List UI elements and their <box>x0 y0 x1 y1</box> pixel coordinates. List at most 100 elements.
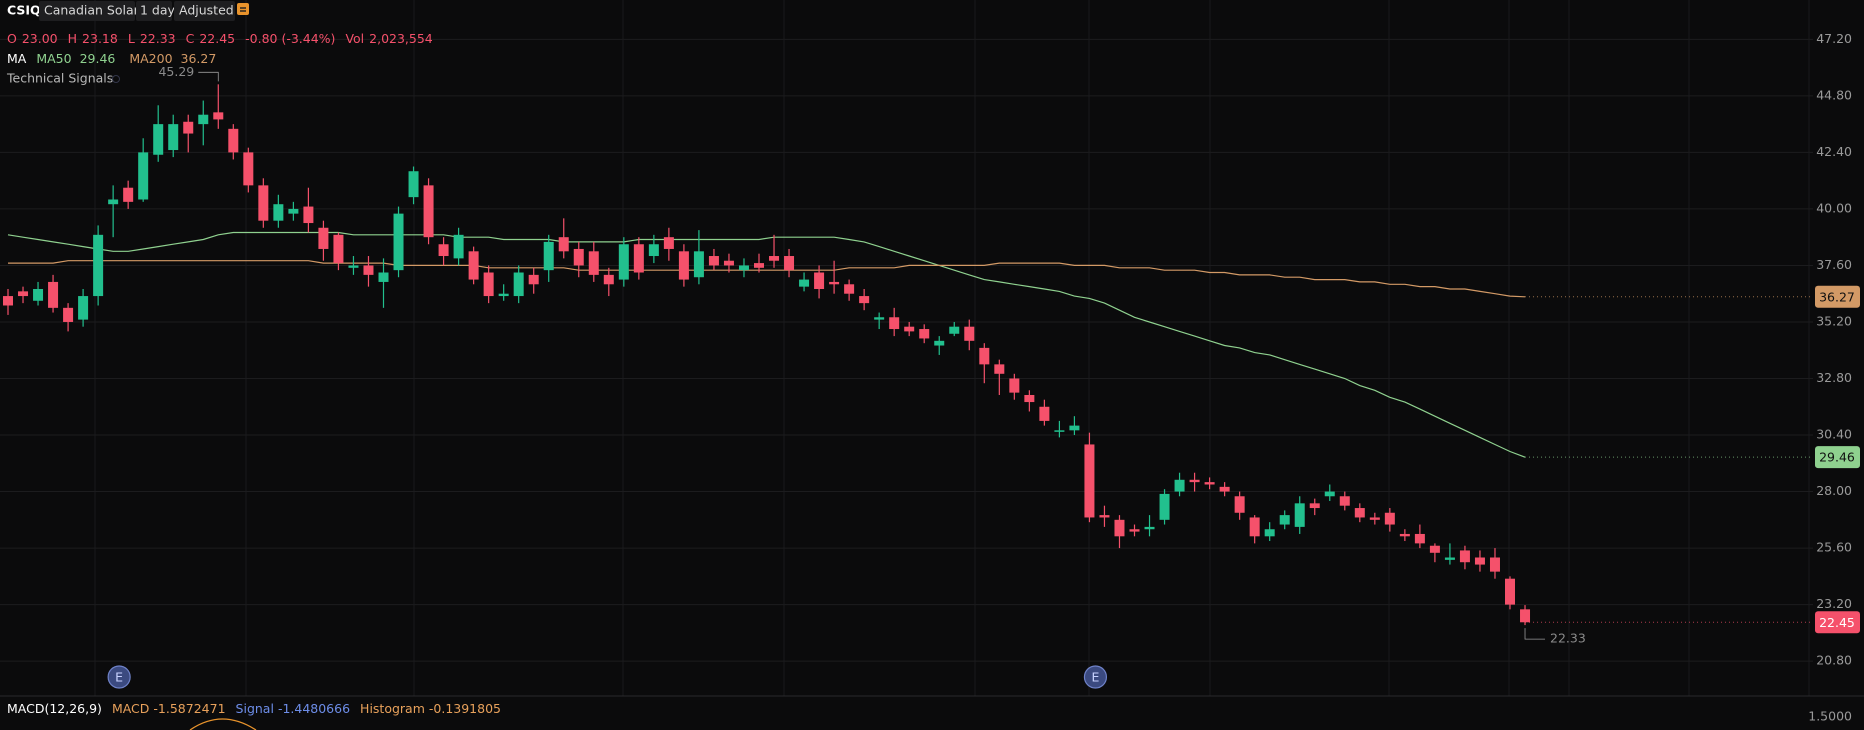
candle-body <box>93 234 104 297</box>
y-tick-label: 40.00 <box>1816 200 1852 215</box>
candle-body <box>754 263 764 268</box>
adjust-box[interactable] <box>174 1 235 21</box>
legend-value: 29.46 <box>80 51 116 66</box>
interval-box[interactable] <box>136 1 172 21</box>
candle-body <box>1474 557 1485 565</box>
signals-icon[interactable] <box>112 75 120 83</box>
y-tick-label: 37.60 <box>1816 257 1852 272</box>
ma-line <box>8 260 1526 298</box>
macd-legend: MACD(12,26,9) MACD -1.5872471 Signal -1.4480… <box>7 701 501 716</box>
candle-body <box>573 248 584 266</box>
candle-body <box>633 244 644 273</box>
candle-body <box>48 281 59 308</box>
candle-body <box>588 251 599 275</box>
candle-body <box>123 187 134 202</box>
candle-body <box>693 251 704 278</box>
candle-body <box>1294 503 1305 527</box>
candle-body <box>648 244 659 257</box>
quote-value: 22.33 <box>140 31 176 46</box>
candle-body <box>543 241 554 271</box>
quote-label: O <box>7 31 17 46</box>
event-marker[interactable] <box>1083 665 1108 689</box>
candle-body <box>198 114 209 125</box>
macd-title: MACD(12,26,9) <box>7 701 102 716</box>
candle-body <box>708 256 719 266</box>
candle-body <box>138 152 149 200</box>
candle-body <box>784 256 795 271</box>
candle-body <box>859 296 870 304</box>
candle-body <box>889 317 900 330</box>
candle-body <box>964 326 975 341</box>
candle-body <box>108 199 119 205</box>
candle-body <box>814 272 825 289</box>
candle-body <box>618 244 629 280</box>
candle-body <box>1159 493 1170 520</box>
y-tick-label: 44.80 <box>1816 87 1852 102</box>
macd-line <box>189 718 257 730</box>
candle-body <box>183 121 194 134</box>
ma-title: MA <box>7 51 27 66</box>
candle-body <box>453 234 464 259</box>
candle-body <box>1054 430 1065 432</box>
ma-legend: MA MA50 29.46 MA200 36.27 <box>7 51 216 66</box>
candle-body <box>18 291 29 297</box>
candle-body <box>799 279 810 287</box>
candle-body <box>213 112 224 120</box>
adjustment[interactable]: Adjusted <box>179 3 234 18</box>
candle-body <box>468 251 479 280</box>
legend-value: 36.27 <box>181 51 217 66</box>
candle-body <box>333 234 344 264</box>
candle-body <box>1264 529 1275 537</box>
candle-body <box>1144 526 1155 530</box>
candle-body <box>1219 486 1230 492</box>
menu-icon[interactable] <box>237 3 249 15</box>
high-annotation: 45.29 <box>158 64 194 79</box>
candle-body <box>994 364 1005 374</box>
candle-body <box>1024 394 1035 403</box>
candle-body <box>1459 550 1470 563</box>
price-tag <box>1815 611 1860 634</box>
candle-body <box>408 171 419 198</box>
event-marker[interactable] <box>107 665 131 689</box>
candle-body <box>949 326 960 334</box>
macd-value: -0.1391805 <box>429 701 501 716</box>
quote-value: 23.00 <box>22 31 58 46</box>
legend-name: MA50 <box>36 51 71 66</box>
candle-body <box>33 288 44 301</box>
annotation-line <box>198 71 219 82</box>
ma-line <box>7 231 1526 458</box>
macd-label: MACD <box>112 701 149 716</box>
y-tick-label: 28.00 <box>1816 483 1852 498</box>
candle-body <box>378 272 389 282</box>
company-name[interactable]: Canadian Solar <box>44 3 140 18</box>
candle-body <box>318 227 329 249</box>
technical-signals[interactable]: Technical Signals <box>6 71 113 86</box>
price-tag-label: 22.45 <box>1819 615 1855 630</box>
candle-body <box>1009 378 1020 393</box>
candle-body <box>1249 517 1260 537</box>
name-box[interactable] <box>39 1 135 21</box>
y-tick-label: 32.80 <box>1816 370 1852 385</box>
candle-body <box>423 185 434 238</box>
candle-body <box>1505 578 1515 605</box>
candle-body <box>288 208 299 214</box>
candle-body <box>1444 557 1455 560</box>
toolbar: CSIQ Canadian Solar 1 day Adjusted <box>7 1 249 21</box>
symbol[interactable]: CSIQ <box>7 3 41 18</box>
price-tag-label: 36.27 <box>1819 289 1855 304</box>
candle-body <box>603 274 614 285</box>
candle-body <box>168 124 179 151</box>
candle-body <box>1039 406 1050 421</box>
candle-body <box>513 272 524 297</box>
candle-body <box>844 284 855 294</box>
candle-body <box>934 340 945 346</box>
macd-axis-label: 1.5000 <box>1808 709 1852 724</box>
macd-label: Histogram <box>360 701 425 716</box>
interval[interactable]: 1 day <box>140 3 176 18</box>
candle-body <box>1279 515 1290 525</box>
candle-body <box>1520 609 1531 623</box>
candle-body <box>303 206 314 224</box>
quote-value: 2,023,554 <box>369 31 433 46</box>
candle-body <box>348 265 359 268</box>
quote-value: 22.45 <box>199 31 235 46</box>
